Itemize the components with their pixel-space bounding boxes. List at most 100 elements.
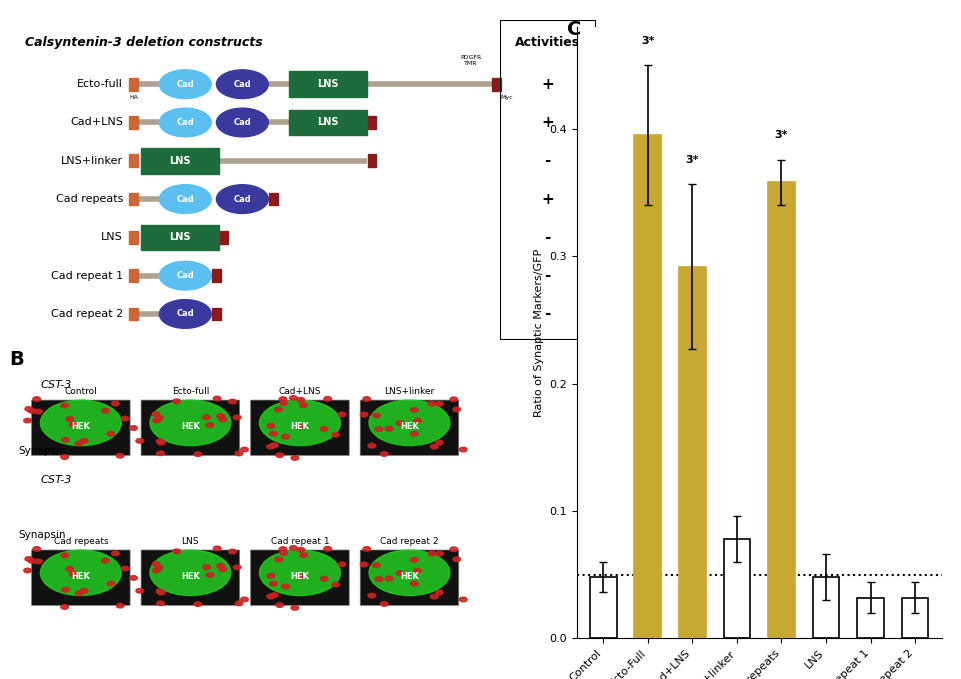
- Circle shape: [280, 401, 287, 405]
- Circle shape: [203, 565, 210, 570]
- Circle shape: [453, 557, 460, 562]
- Text: LNS: LNS: [169, 155, 191, 166]
- Circle shape: [157, 451, 164, 456]
- Circle shape: [363, 547, 371, 551]
- Text: Cad: Cad: [177, 118, 194, 127]
- Circle shape: [270, 581, 278, 586]
- Text: HEK: HEK: [400, 422, 419, 430]
- Circle shape: [453, 407, 460, 411]
- Circle shape: [213, 397, 221, 401]
- Text: Ecto-full: Ecto-full: [77, 79, 123, 89]
- Circle shape: [206, 423, 213, 427]
- Ellipse shape: [40, 400, 121, 445]
- Ellipse shape: [259, 400, 340, 445]
- Circle shape: [152, 411, 160, 416]
- Text: 3*: 3*: [775, 130, 788, 141]
- Circle shape: [276, 453, 283, 458]
- Bar: [129, 78, 137, 90]
- Circle shape: [130, 576, 137, 580]
- Circle shape: [216, 564, 224, 568]
- Circle shape: [280, 551, 287, 555]
- Circle shape: [130, 426, 137, 430]
- Circle shape: [108, 431, 115, 436]
- Circle shape: [153, 418, 160, 423]
- Circle shape: [413, 568, 421, 573]
- Circle shape: [267, 444, 274, 449]
- Circle shape: [267, 594, 274, 599]
- Circle shape: [121, 416, 129, 421]
- FancyBboxPatch shape: [32, 550, 130, 606]
- Text: HEK: HEK: [400, 572, 419, 581]
- Circle shape: [25, 557, 33, 562]
- Circle shape: [111, 551, 119, 555]
- Circle shape: [28, 559, 36, 563]
- Circle shape: [410, 407, 418, 412]
- Text: -: -: [545, 153, 551, 168]
- Circle shape: [69, 422, 77, 426]
- Circle shape: [459, 598, 467, 602]
- Text: LNS: LNS: [317, 79, 338, 89]
- Ellipse shape: [369, 400, 450, 445]
- Text: Cad repeat 2: Cad repeat 2: [51, 309, 123, 319]
- Circle shape: [69, 572, 77, 576]
- Bar: [492, 78, 501, 90]
- Text: Synapsin: Synapsin: [18, 530, 66, 540]
- Circle shape: [410, 431, 418, 436]
- Bar: [634, 135, 661, 638]
- Circle shape: [396, 571, 404, 575]
- Text: Cad repeat 1: Cad repeat 1: [271, 537, 330, 546]
- Circle shape: [61, 455, 68, 459]
- Circle shape: [396, 421, 404, 425]
- Bar: [129, 154, 137, 167]
- Circle shape: [33, 397, 40, 401]
- Circle shape: [240, 597, 248, 602]
- Text: HEK: HEK: [181, 572, 200, 581]
- Text: Control: Control: [64, 387, 97, 396]
- Bar: [901, 598, 928, 638]
- Circle shape: [450, 547, 457, 551]
- Text: 3*: 3*: [641, 36, 654, 46]
- Circle shape: [235, 452, 243, 456]
- Text: Ecto-full: Ecto-full: [172, 387, 209, 396]
- Bar: [212, 308, 221, 320]
- Circle shape: [282, 435, 289, 439]
- Ellipse shape: [160, 70, 211, 98]
- Circle shape: [450, 397, 457, 401]
- Text: HA: HA: [129, 94, 137, 100]
- Circle shape: [219, 567, 227, 572]
- Ellipse shape: [40, 550, 121, 595]
- Text: LNS+linker: LNS+linker: [61, 155, 123, 166]
- Ellipse shape: [160, 185, 211, 213]
- Circle shape: [270, 431, 278, 436]
- Text: 3*: 3*: [685, 155, 700, 164]
- Text: HEK: HEK: [71, 422, 90, 430]
- Circle shape: [136, 439, 143, 443]
- Bar: [813, 577, 839, 638]
- Circle shape: [295, 424, 303, 429]
- Circle shape: [75, 591, 83, 595]
- Circle shape: [235, 601, 243, 606]
- Circle shape: [300, 403, 308, 407]
- Text: HEK: HEK: [181, 422, 200, 430]
- Text: Activities: Activities: [515, 36, 580, 50]
- Circle shape: [75, 441, 83, 445]
- Circle shape: [368, 593, 376, 598]
- Circle shape: [24, 418, 32, 423]
- Circle shape: [194, 602, 202, 606]
- Circle shape: [324, 547, 332, 551]
- Circle shape: [381, 452, 388, 456]
- Circle shape: [429, 551, 436, 556]
- Text: Cad: Cad: [234, 118, 251, 127]
- Circle shape: [431, 594, 438, 599]
- Text: +: +: [541, 115, 554, 130]
- Bar: [129, 116, 137, 129]
- Y-axis label: Ratio of Synaptic Markers/GFP: Ratio of Synaptic Markers/GFP: [533, 249, 544, 417]
- Circle shape: [410, 581, 418, 586]
- Circle shape: [373, 563, 381, 568]
- Circle shape: [65, 417, 73, 421]
- Circle shape: [297, 397, 305, 402]
- FancyBboxPatch shape: [360, 400, 458, 456]
- Text: Cad: Cad: [234, 195, 251, 204]
- Circle shape: [267, 574, 275, 578]
- Text: Cad+LNS: Cad+LNS: [279, 387, 321, 396]
